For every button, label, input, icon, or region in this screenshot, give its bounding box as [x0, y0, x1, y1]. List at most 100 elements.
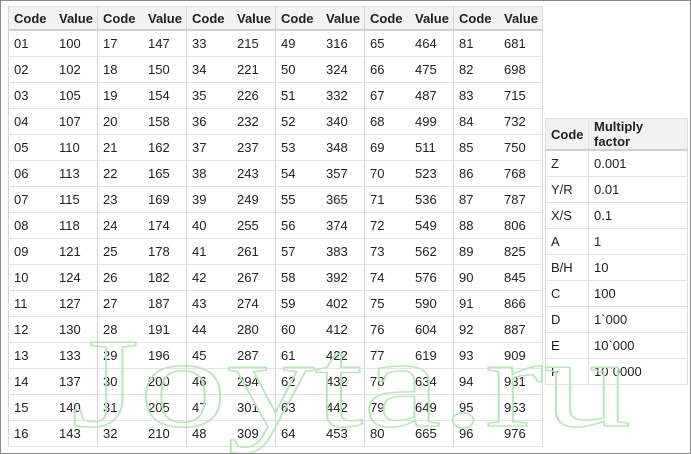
table-cell: 887	[499, 316, 543, 343]
table-cell: 20	[97, 108, 143, 135]
table-cell: 698	[499, 56, 543, 83]
table-cell: 249	[232, 186, 276, 213]
table-cell: 169	[143, 186, 187, 213]
table-cell: 87	[453, 186, 499, 213]
table-cell: 01	[8, 30, 54, 57]
table-cell: 05	[8, 134, 54, 161]
table-cell: 81	[453, 30, 499, 57]
table-cell: E	[545, 332, 589, 359]
table-cell: 255	[232, 212, 276, 239]
table-cell: 182	[143, 264, 187, 291]
header-cell: Code	[364, 6, 410, 31]
table-cell: 28	[97, 316, 143, 343]
table-cell: 121	[54, 238, 98, 265]
table-cell: 53	[275, 134, 321, 161]
table-cell: 221	[232, 56, 276, 83]
table-cell: 72	[364, 212, 410, 239]
table-cell: 27	[97, 290, 143, 317]
table-cell: 549	[410, 212, 454, 239]
table-cell: X/S	[545, 202, 589, 229]
table-cell: 768	[499, 160, 543, 187]
table-cell: 392	[321, 264, 365, 291]
table-cell: 191	[143, 316, 187, 343]
table-cell: 143	[54, 420, 98, 447]
table-cell: 243	[232, 160, 276, 187]
table-cell: 29	[97, 342, 143, 369]
table-cell: 09	[8, 238, 54, 265]
table-cell: 30	[97, 368, 143, 395]
table-cell: Y/R	[545, 176, 589, 203]
table-cell: 52	[275, 108, 321, 135]
table-cell: 931	[499, 368, 543, 395]
table-cell: 93	[453, 342, 499, 369]
table-row: 14 137 30 200 46 294 62 432 78 634 94 931	[8, 368, 543, 395]
table-cell: 11	[8, 290, 54, 317]
table-cell: 365	[321, 186, 365, 213]
table-row: 01 100 17 147 33 215 49 316 65 464 81 681	[8, 30, 543, 57]
table-cell: 590	[410, 290, 454, 317]
table-cell: 78	[364, 368, 410, 395]
table-cell: 26	[97, 264, 143, 291]
table-cell: 79	[364, 394, 410, 421]
table-cell: 787	[499, 186, 543, 213]
table-cell: 83	[453, 82, 499, 109]
table-cell: 84	[453, 108, 499, 135]
table-cell: 124	[54, 264, 98, 291]
table-row: F 10`0000	[545, 358, 688, 385]
table-cell: 67	[364, 82, 410, 109]
table-cell: 36	[186, 108, 232, 135]
table-cell: 23	[97, 186, 143, 213]
table-cell: 205	[143, 394, 187, 421]
table-row: 05 110 21 162 37 237 53 348 69 511 85 750	[8, 134, 543, 161]
table-cell: 422	[321, 342, 365, 369]
table-cell: 13	[8, 342, 54, 369]
table-cell: 105	[54, 82, 98, 109]
table-row: 06 113 22 165 38 243 54 357 70 523 86 768	[8, 160, 543, 187]
table-row: 10 124 26 182 42 267 58 392 74 576 90 845	[8, 264, 543, 291]
table-cell: 24	[97, 212, 143, 239]
table-cell: 453	[321, 420, 365, 447]
table-cell: 80	[364, 420, 410, 447]
table-row: 04 107 20 158 36 232 52 340 68 499 84 732	[8, 108, 543, 135]
table-cell: 604	[410, 316, 454, 343]
table-cell: 309	[232, 420, 276, 447]
table-cell: 45	[186, 342, 232, 369]
table-cell: 41	[186, 238, 232, 265]
header-cell: Multiply factor	[588, 118, 688, 151]
table-cell: 475	[410, 56, 454, 83]
table-cell: 107	[54, 108, 98, 135]
table-row: B/H 10	[545, 254, 688, 281]
table-cell: 412	[321, 316, 365, 343]
table-cell: 10`0000	[588, 358, 688, 385]
table-cell: 32	[97, 420, 143, 447]
table-cell: 113	[54, 160, 98, 187]
table-cell: 634	[410, 368, 454, 395]
table-cell: 316	[321, 30, 365, 57]
table-cell: 06	[8, 160, 54, 187]
table-cell: 196	[143, 342, 187, 369]
table-cell: 280	[232, 316, 276, 343]
table-cell: 665	[410, 420, 454, 447]
table-cell: 374	[321, 212, 365, 239]
table-cell: 44	[186, 316, 232, 343]
table-cell: 294	[232, 368, 276, 395]
table-row: 09 121 25 178 41 261 57 383 73 562 89 825	[8, 238, 543, 265]
table-cell: 14	[8, 368, 54, 395]
table-row: Z 0.001	[545, 150, 688, 177]
table-row: D 1`000	[545, 306, 688, 333]
table-cell: 92	[453, 316, 499, 343]
table-row: 15 140 31 205 47 301 63 442 79 649 95 953	[8, 394, 543, 421]
table-cell: 96	[453, 420, 499, 447]
header-cell: Value	[499, 6, 543, 31]
table-cell: C	[545, 280, 589, 307]
table-cell: 61	[275, 342, 321, 369]
table-cell: 909	[499, 342, 543, 369]
table-cell: 18	[97, 56, 143, 83]
header-cell: Value	[410, 6, 454, 31]
table-cell: 200	[143, 368, 187, 395]
table-cell: 50	[275, 56, 321, 83]
table-cell: 38	[186, 160, 232, 187]
table-cell: 464	[410, 30, 454, 57]
table-cell: 43	[186, 290, 232, 317]
